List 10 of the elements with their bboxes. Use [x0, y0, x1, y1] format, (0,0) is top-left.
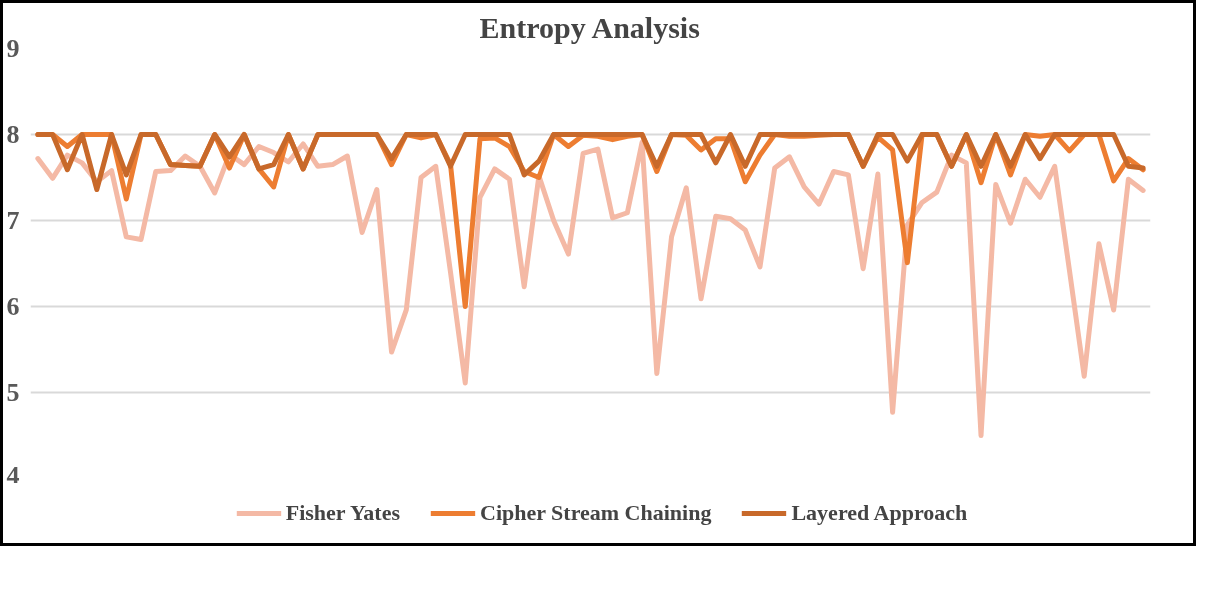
legend-label: Cipher Stream Chaining	[479, 500, 712, 526]
y-tick-label: 7	[6, 206, 20, 235]
y-tick-label: 9	[6, 34, 20, 63]
y-tick-label: 5	[6, 378, 20, 407]
legend-label: Fisher Yates	[285, 500, 400, 526]
legend-label: Layered Approach	[791, 500, 968, 526]
y-tick-label: 8	[6, 120, 20, 149]
chart-title: Entropy Analysis	[479, 10, 700, 44]
y-tick-label: 6	[6, 292, 20, 321]
y-tick-label: 4	[6, 460, 20, 490]
